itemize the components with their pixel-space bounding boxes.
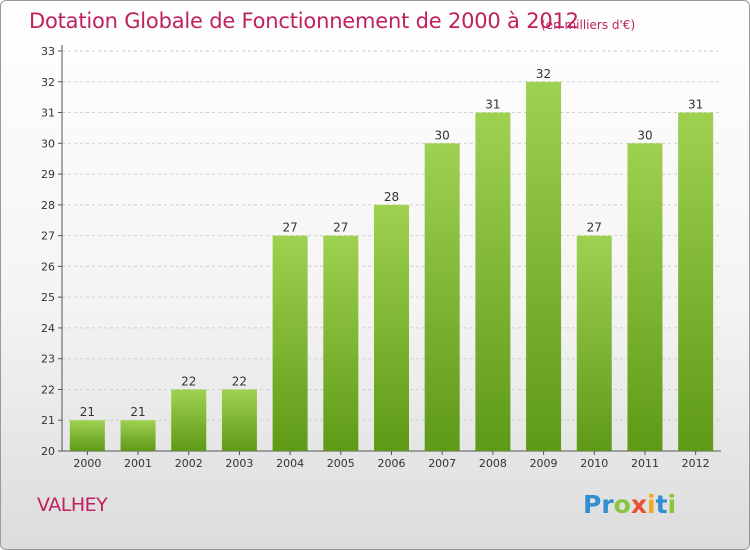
x-tick-label: 2009 [530, 457, 558, 470]
y-tick-label: 24 [41, 322, 55, 335]
data-label: 22 [181, 374, 196, 388]
y-tick-label: 25 [41, 291, 55, 304]
y-tick-label: 31 [41, 107, 55, 120]
bar-layer [69, 81, 714, 452]
data-label: 28 [384, 190, 399, 204]
y-tick-label: 27 [41, 230, 55, 243]
y-tick-label: 20 [41, 445, 55, 458]
x-tick-label: 2007 [428, 457, 456, 470]
data-label: 27 [282, 221, 297, 235]
label-layer: 21 21 22 22 27 27 28 30 31 32 27 30 31 [80, 67, 704, 419]
bar-2004 [272, 235, 308, 451]
x-tick-label: 2004 [276, 457, 304, 470]
logo-letter: o [613, 490, 631, 519]
x-tick-label: 2011 [631, 457, 659, 470]
y-tick-label: 32 [41, 76, 55, 89]
commune-name: VALHEY [37, 494, 108, 516]
x-tick-label: 2002 [175, 457, 203, 470]
y-tick-label: 30 [41, 137, 55, 150]
y-tick-label: 26 [41, 260, 55, 273]
data-label: 21 [80, 405, 95, 419]
x-tick-label: 2010 [580, 457, 608, 470]
bar-2012 [678, 112, 714, 452]
data-label: 27 [333, 221, 348, 235]
y-tick-label: 28 [41, 199, 55, 212]
y-tick-label: 22 [41, 383, 55, 396]
x-tick-label: 2003 [225, 457, 253, 470]
bar-2001 [120, 420, 156, 451]
data-label: 30 [435, 128, 450, 142]
bar-2009 [526, 81, 562, 452]
bar-2000 [69, 420, 105, 451]
y-tick-label: 29 [41, 168, 55, 181]
data-label: 22 [232, 374, 247, 388]
bar-2005 [323, 235, 359, 451]
data-label: 27 [587, 221, 602, 235]
data-label: 31 [688, 98, 703, 112]
logo-letter: i [667, 490, 677, 519]
bar-2008 [475, 112, 511, 452]
proxiti-logo: Proxiti [583, 490, 676, 519]
chart-subtitle: (en milliers d'€) [541, 18, 636, 32]
x-tick-label: 2001 [124, 457, 152, 470]
data-label: 31 [485, 98, 500, 112]
data-label: 30 [637, 128, 652, 142]
y-tick-label: 21 [41, 414, 55, 427]
logo-letter: x [630, 490, 647, 519]
data-label: 32 [536, 67, 551, 81]
bar-2007 [424, 143, 460, 452]
data-label: 21 [130, 405, 145, 419]
logo-letter: i [647, 490, 656, 519]
x-tick-label: 2005 [327, 457, 355, 470]
bar-2003 [221, 389, 257, 451]
logo-letter: r [601, 490, 614, 519]
y-tick-label: 23 [41, 353, 55, 366]
logo-letter: t [655, 490, 668, 519]
bar-2002 [171, 389, 207, 451]
chart-title: Dotation Globale de Fonctionnement de 20… [29, 9, 579, 33]
bar-2006 [374, 204, 409, 451]
bar-2010 [576, 235, 612, 451]
x-tick-label: 2000 [73, 457, 101, 470]
logo-letter: P [583, 490, 602, 519]
x-tick-label: 2008 [479, 457, 507, 470]
y-tick-label: 33 [41, 45, 55, 58]
x-tick-label: 2012 [682, 457, 710, 470]
axis-layer: 20 21 22 23 24 25 26 27 28 29 30 31 32 33 2000 2001 2002… [41, 45, 721, 470]
x-tick-label: 2006 [378, 457, 406, 470]
bar-2011 [627, 143, 663, 452]
